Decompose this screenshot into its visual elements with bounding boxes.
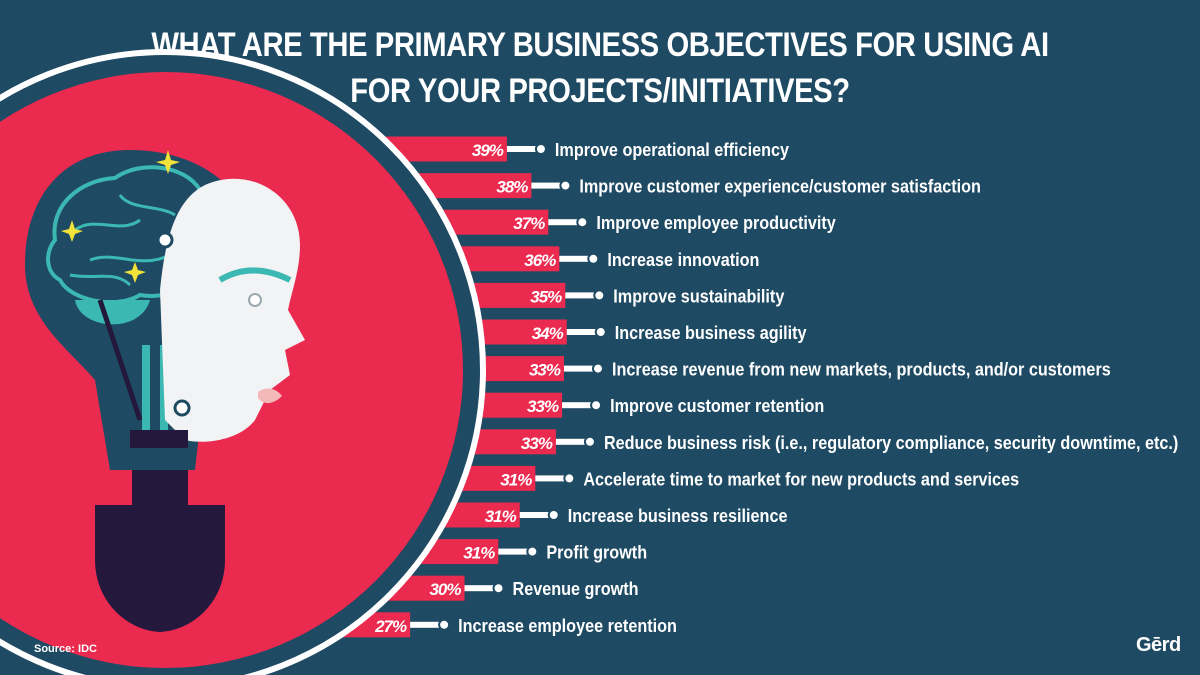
pointer-dot-10 (563, 472, 576, 485)
value-label-12: 31% (463, 544, 495, 563)
robot-hair-line (218, 267, 292, 283)
source-note: Source: IDC (34, 643, 97, 655)
brain-stem (75, 300, 150, 325)
pointer-line-1 (506, 146, 537, 152)
filament-left (142, 345, 150, 430)
pointer-line-4 (559, 255, 590, 262)
chart-title-line-1: WHAT ARE THE PRIMARY BUSINESS OBJECTIVES… (151, 26, 1049, 64)
category-label-2: Improve customer experience/customer sat… (579, 177, 981, 197)
pointer-line-8 (562, 402, 593, 409)
value-label-8: 33% (527, 397, 559, 416)
category-label-12: Profit growth (546, 543, 647, 563)
pointer-dot-14 (438, 618, 451, 631)
pointer-line-13 (464, 585, 495, 592)
pointer-dot-3 (576, 216, 589, 229)
brand-logo: Gērd (1136, 634, 1181, 656)
value-label-1: 39% (472, 141, 504, 160)
wire (97, 299, 143, 421)
pointer-dot-12 (526, 545, 539, 558)
robot-eye (248, 293, 262, 307)
category-label-3: Improve employee productivity (596, 213, 835, 233)
pointer-line-11 (519, 512, 550, 518)
pointer-dot-11 (547, 509, 560, 521)
pointer-line-9 (555, 438, 586, 445)
robot-lips (258, 388, 282, 404)
pointer-line-2 (531, 182, 562, 189)
pointer-dot-7 (591, 362, 604, 375)
pointer-line-12 (498, 548, 529, 555)
pointer-dot-2 (559, 179, 572, 192)
value-label-3: 37% (513, 214, 545, 233)
pointer-line-10 (535, 475, 566, 482)
lightbulb-illustration (0, 49, 486, 675)
spark-icon-3 (124, 262, 146, 283)
value-label-7: 33% (529, 361, 561, 380)
pointer-line-5 (565, 292, 596, 299)
pointer-dot-6 (594, 326, 607, 338)
pointer-line-7 (563, 365, 594, 372)
chart-title-line-2: FOR YOUR PROJECTS/INITIATIVES? (350, 72, 850, 110)
spark-icon-1 (156, 150, 180, 174)
value-label-14: 27% (374, 617, 407, 636)
chart-title: WHAT ARE THE PRIMARY BUSINESS OBJECTIVES… (84, 22, 1116, 114)
category-label-9: Reduce business risk (i.e., regulatory c… (604, 433, 1178, 453)
pointer-dot-9 (583, 435, 596, 448)
category-label-10: Accelerate time to market for new produc… (583, 469, 1019, 489)
category-label-14: Increase employee retention (458, 616, 677, 636)
category-label-13: Revenue growth (513, 579, 639, 599)
bar-labels: 39% Improve operational efficiency 38% Impr… (374, 140, 1178, 636)
spark-icon-2 (61, 220, 83, 242)
value-label-10: 31% (500, 470, 532, 489)
bolt-icon-2 (173, 399, 191, 417)
brain-folds (69, 194, 176, 287)
value-label-5: 35% (530, 287, 562, 306)
pointer-line-3 (548, 219, 579, 226)
value-label-11: 31% (485, 507, 517, 526)
category-label-11: Increase business resilience (568, 506, 788, 526)
category-label-4: Increase innovation (607, 250, 759, 270)
pointer-dot-5 (593, 289, 606, 302)
pointer-dot-13 (492, 582, 505, 595)
pointer-dot-8 (590, 399, 603, 412)
robot-head (160, 178, 305, 442)
category-label-1: Improve operational efficiency (555, 140, 789, 160)
category-label-5: Improve sustainability (613, 286, 784, 306)
pointer-line-14 (410, 621, 441, 628)
pointer-dot-4 (587, 252, 600, 265)
bulb-socket-band (132, 470, 188, 506)
category-label-8: Improve customer retention (610, 396, 824, 416)
value-label-13: 30% (429, 580, 461, 599)
value-label-6: 34% (532, 324, 564, 343)
category-label-6: Increase business agility (615, 323, 807, 343)
pointer-line-6 (566, 329, 597, 335)
bolt-icon-1 (156, 231, 174, 249)
bulb-socket (95, 505, 225, 632)
bulb-collar (130, 430, 188, 448)
value-label-4: 36% (524, 251, 556, 270)
pointer-dot-1 (534, 143, 547, 155)
category-label-7: Increase revenue from new markets, produ… (612, 360, 1111, 380)
value-label-2: 38% (496, 178, 528, 197)
value-label-9: 33% (521, 434, 553, 453)
